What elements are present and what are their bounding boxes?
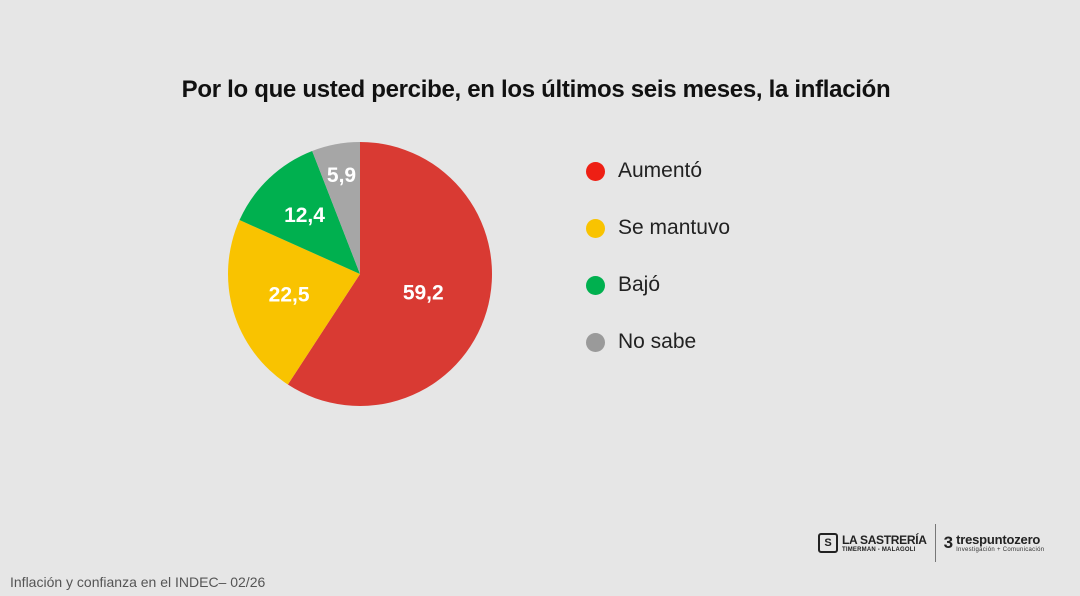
- pie-slice-1: [287, 142, 493, 406]
- logos: S LA SASTRERÍA TIMERMAN - MALAGOLI 3 tre…: [818, 524, 1044, 562]
- trespuntozero-sub: Investigación + Comunicación: [956, 547, 1045, 553]
- legend-marker-icon: [586, 332, 605, 352]
- trespuntozero-name: trespuntozero: [956, 532, 1041, 547]
- trespuntozero-3-icon: 3: [943, 533, 954, 552]
- legend-label: No sabe: [618, 330, 697, 353]
- legend-item: Se mantuvo: [586, 209, 730, 247]
- legend-marker-icon: [586, 218, 605, 238]
- legend-label: Aumentó: [618, 159, 703, 182]
- pie-slice-2: [227, 220, 360, 385]
- sastreria-s-icon: S: [818, 533, 838, 553]
- pie-slice-4: [312, 142, 360, 274]
- slice-value-label-3: 12,4: [284, 204, 325, 227]
- la-sastreria-logo: S LA SASTRERÍA TIMERMAN - MALAGOLI: [818, 533, 927, 553]
- legend: Aumentó Se mantuvo Bajó No sabe: [586, 152, 730, 380]
- legend-marker-icon: [586, 161, 605, 181]
- trespuntozero-logo: 3 trespuntozero Investigación + Comunica…: [944, 533, 1045, 553]
- legend-item: Aumentó: [586, 152, 730, 190]
- legend-item: Bajó: [586, 266, 730, 304]
- slice-value-label-4: 5,9: [327, 164, 356, 187]
- pie-chart: 59,2 22,5 12,45,9: [227, 142, 493, 406]
- chart-title: Por lo que usted percibe, en los últimos…: [181, 76, 891, 103]
- slice-value-label-2: 22,5: [269, 283, 310, 306]
- footer-caption: Inflación y confianza en el INDEC– 02/26: [10, 574, 266, 590]
- slice-value-label-1: 59,2: [403, 281, 444, 304]
- sastreria-sub: TIMERMAN - MALAGOLI: [842, 546, 916, 553]
- legend-item: No sabe: [586, 323, 730, 361]
- legend-marker-icon: [586, 275, 605, 295]
- sastreria-name: LA SASTRERÍA: [842, 532, 927, 547]
- legend-label: Bajó: [618, 273, 661, 296]
- pie-slice-3: [239, 150, 360, 274]
- legend-label: Se mantuvo: [618, 216, 731, 239]
- logo-divider: [934, 524, 936, 562]
